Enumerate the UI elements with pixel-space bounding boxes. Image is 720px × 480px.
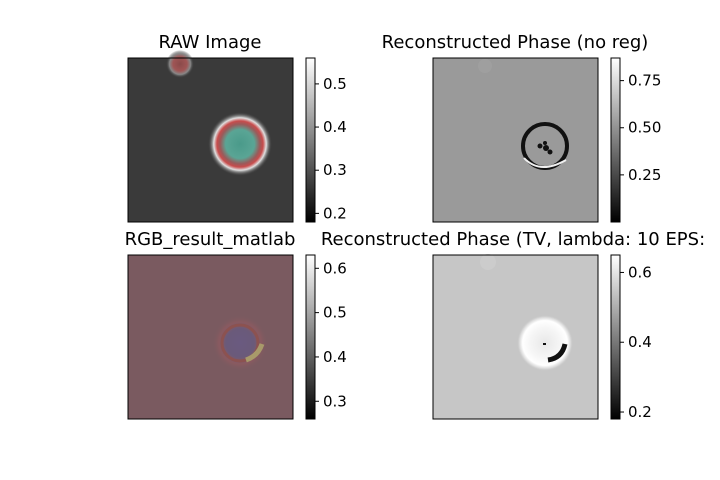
colorbar-tick-label: 0.6 (323, 259, 347, 277)
colorbar-tick-label: 0.6 (628, 263, 652, 281)
panel-phase-no-reg: Reconstructed Phase (no reg) 0.25 0.50 0.7… (382, 32, 661, 223)
colorbar: 0.2 0.4 0.6 (610, 254, 652, 421)
panel-rgb-result: 0.3 0.4 0.5 0.6 (127, 254, 347, 420)
colorbar-tick-label: 0.5 (323, 75, 347, 93)
panel-raw-image: RAW Image 0.2 0.3 0.4 0.5 (127, 32, 347, 223)
colorbar-tick-label: 0.2 (628, 403, 652, 421)
panel-title: RGB_result_matlab (125, 229, 296, 250)
panel-title: Reconstructed Phase (no reg) (382, 32, 649, 53)
image-phase-no-reg (432, 57, 599, 223)
image-raw (127, 50, 294, 223)
colorbar-tick-label: 0.3 (323, 392, 347, 410)
image-rgb-result (127, 254, 294, 420)
panel-phase-tv: 0.2 0.4 0.6 (432, 254, 652, 421)
colorbar-tick-label: 0.75 (628, 72, 661, 90)
colorbar-tick-label: 0.4 (323, 348, 347, 366)
colorbar-tick-label: 0.4 (323, 118, 347, 136)
colorbar: 0.25 0.50 0.75 (610, 57, 661, 223)
panel-title: Reconstructed Phase (TV, lambda: 10 EPS: (321, 229, 705, 250)
colorbar-ticks: 0.2 0.3 0.4 0.5 (315, 75, 347, 222)
colorbar-ticks: 0.25 0.50 0.75 (620, 72, 661, 184)
image-phase-tv (432, 254, 599, 420)
colorbar-tick-label: 0.3 (323, 161, 347, 179)
colorbar-tick-label: 0.25 (628, 166, 661, 184)
colorbar-ticks: 0.2 0.4 0.6 (620, 263, 652, 421)
panel-title: RAW Image (159, 32, 262, 53)
colorbar-tick-label: 0.4 (628, 333, 652, 351)
colorbar: 0.2 0.3 0.4 0.5 (305, 57, 347, 223)
colorbar-ticks: 0.3 0.4 0.5 0.6 (315, 259, 347, 410)
colorbar-tick-label: 0.50 (628, 119, 661, 137)
colorbar-tick-label: 0.2 (323, 204, 347, 222)
colorbar-tick-label: 0.5 (323, 304, 347, 322)
colorbar: 0.3 0.4 0.5 0.6 (305, 254, 347, 420)
